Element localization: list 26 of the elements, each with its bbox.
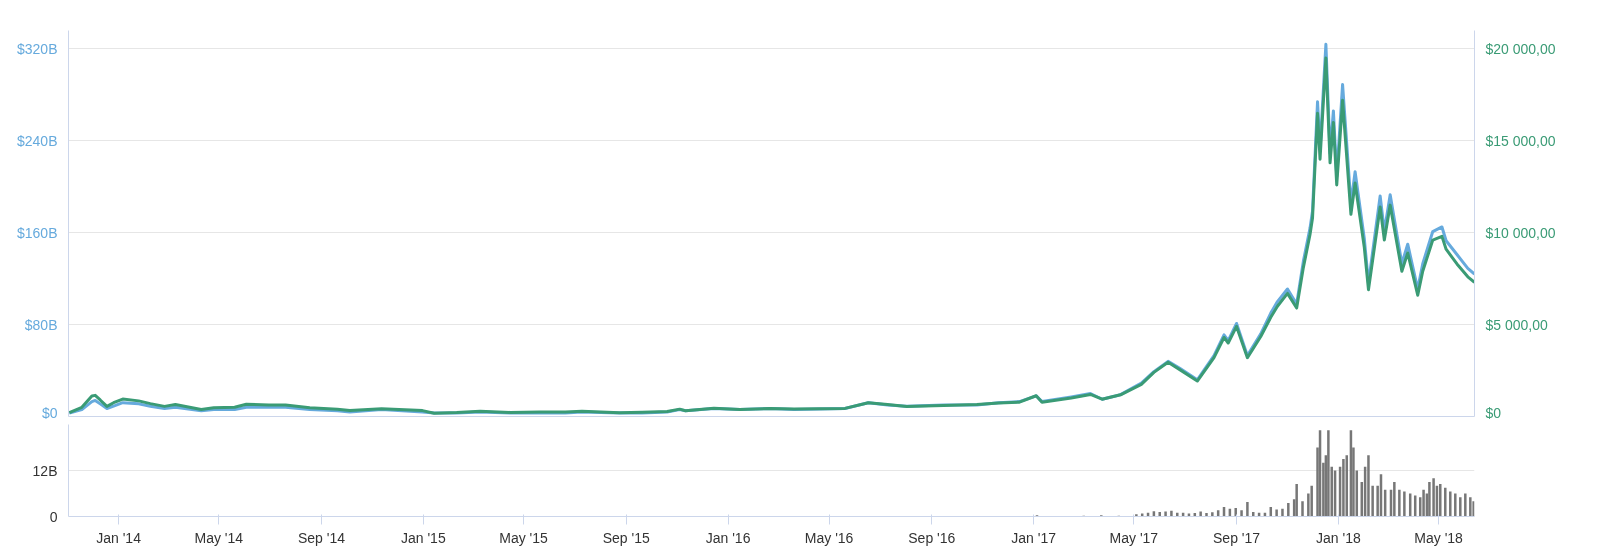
x-tick-label: May '18 (1414, 529, 1464, 546)
y2-tick-label: $15 000,00 (1485, 132, 1556, 149)
x-tick-label: May '14 (194, 529, 244, 546)
x-tick-label: Sep '16 (908, 529, 956, 546)
x-tick-label: Jan '15 (400, 529, 446, 546)
x-tick-label: Jan '17 (1011, 529, 1057, 546)
x-tick-label: May '15 (499, 529, 549, 546)
x-tick-label: Jan '18 (1316, 529, 1361, 546)
y-tick-label: 0 (49, 508, 58, 525)
y-tick-label: $0 (41, 404, 58, 421)
y2-tick-label: $10 000,00 (1485, 224, 1556, 241)
x-tick-label: Jan '14 (96, 529, 142, 546)
x-tick-label: Sep '14 (297, 529, 346, 546)
y2-tick-label: $20 000,00 (1485, 40, 1556, 57)
x-tick-label: May '16 (804, 529, 854, 546)
x-tick-label: Jan '16 (705, 529, 751, 546)
y-tick-label: $320B (17, 40, 58, 57)
y-tick-label: $240B (17, 132, 58, 149)
y2-tick-label: $0 (1485, 404, 1502, 421)
y-tick-label: $80B (24, 316, 58, 333)
y-tick-label: $160B (17, 224, 58, 241)
y2-tick-label: $5 000,00 (1485, 316, 1548, 333)
x-tick-label: Sep '17 (1213, 529, 1261, 546)
x-tick-label: May '17 (1109, 529, 1159, 546)
y-tick-label: 12B (32, 462, 58, 479)
x-tick-label: Sep '15 (602, 529, 650, 546)
